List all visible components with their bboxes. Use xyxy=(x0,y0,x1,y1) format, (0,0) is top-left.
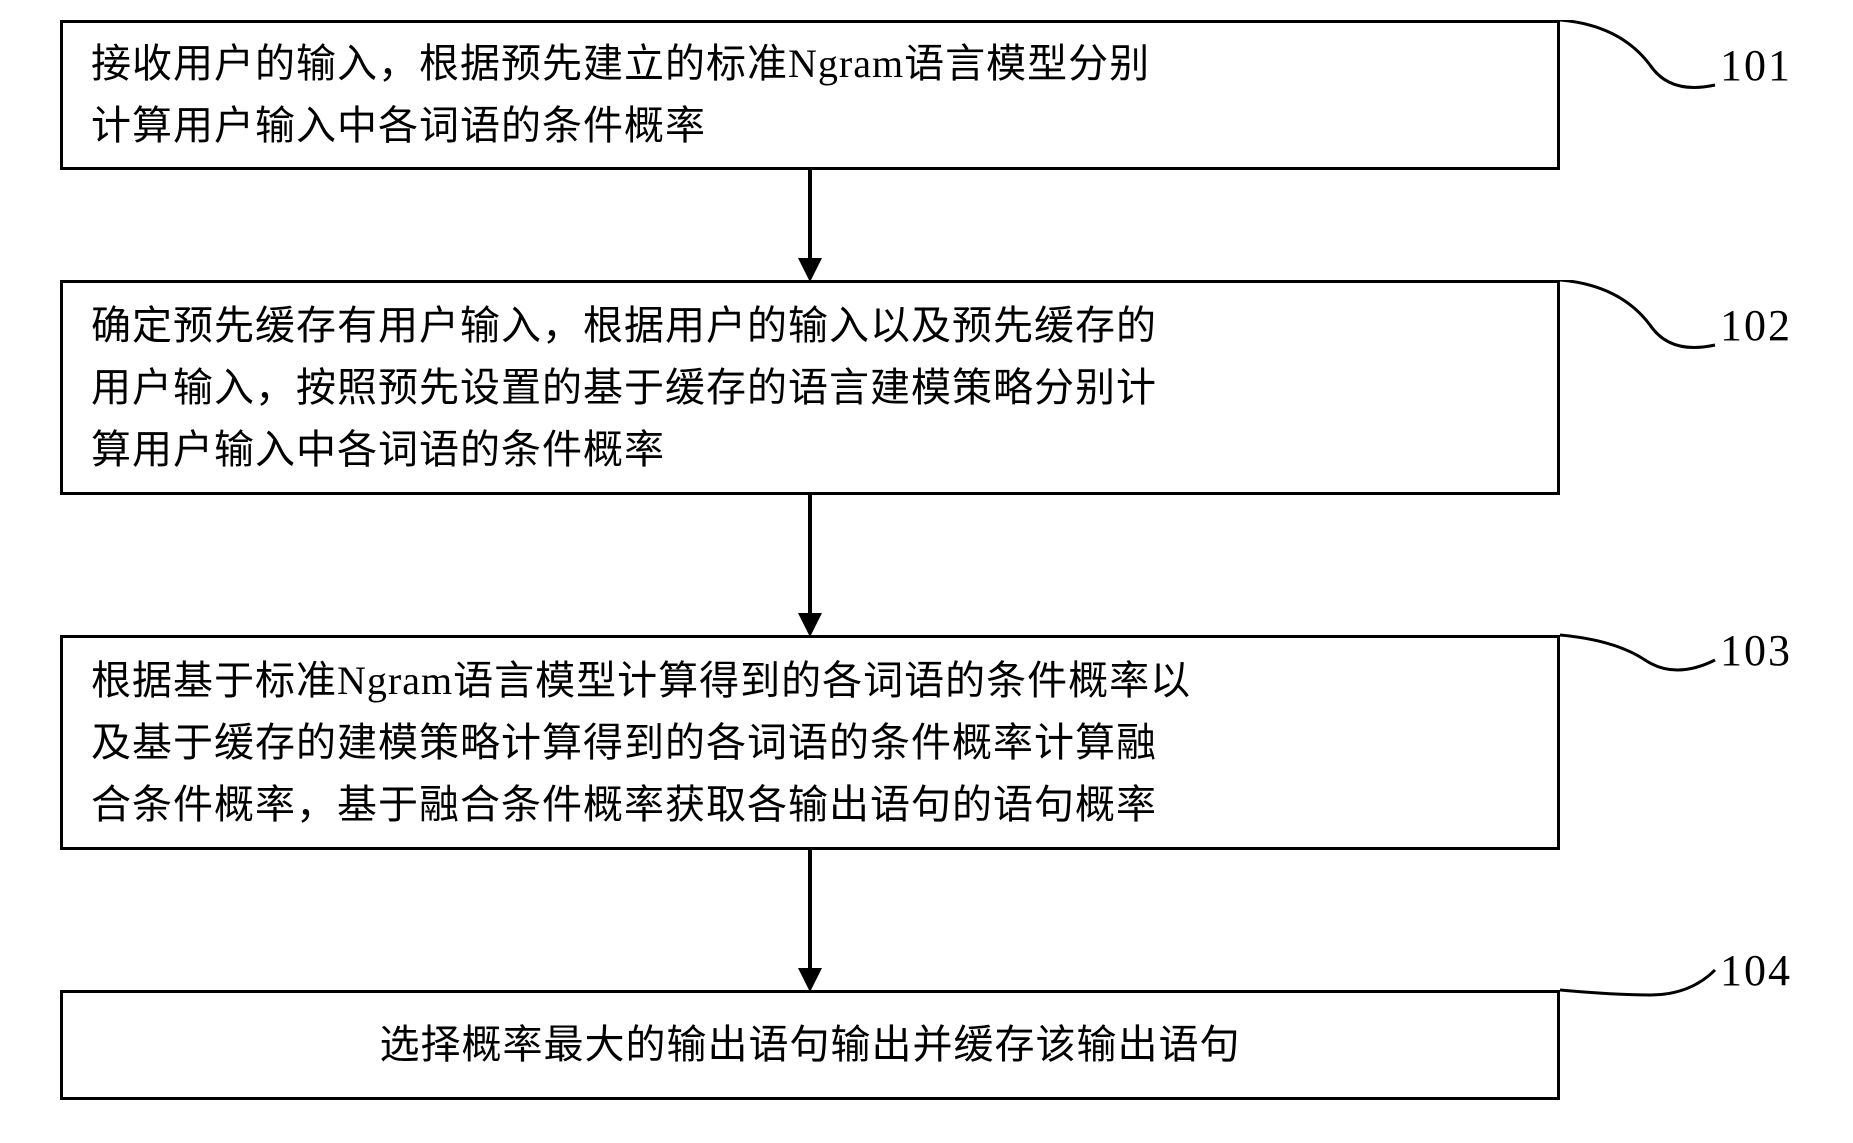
step-label-103: 103 xyxy=(1720,625,1792,676)
step-label-102: 102 xyxy=(1720,300,1792,351)
step-box-103: 根据基于标准Ngram语言模型计算得到的各词语的条件概率以 及基于缓存的建模策略… xyxy=(60,635,1560,850)
callout-104 xyxy=(1560,935,1720,1030)
arrow-101-102 xyxy=(795,170,825,282)
step-box-104: 选择概率最大的输出语句输出并缓存该输出语句 xyxy=(60,990,1560,1100)
step-text-104: 选择概率最大的输出语句输出并缓存该输出语句 xyxy=(380,1014,1241,1076)
callout-102 xyxy=(1560,280,1720,375)
callout-103 xyxy=(1560,600,1720,695)
flowchart-canvas: 接收用户的输入，根据预先建立的标准Ngram语言模型分别 计算用户输入中各词语的… xyxy=(0,0,1853,1143)
step-text-102: 确定预先缓存有用户输入，根据用户的输入以及预先缓存的 用户输入，按照预先设置的基… xyxy=(91,295,1157,481)
arrow-103-104 xyxy=(795,850,825,992)
step-label-104: 104 xyxy=(1720,945,1792,996)
step-text-103: 根据基于标准Ngram语言模型计算得到的各词语的条件概率以 及基于缓存的建模策略… xyxy=(91,650,1191,836)
step-box-102: 确定预先缓存有用户输入，根据用户的输入以及预先缓存的 用户输入，按照预先设置的基… xyxy=(60,280,1560,495)
step-label-101: 101 xyxy=(1720,40,1792,91)
callout-101 xyxy=(1560,20,1720,115)
step-box-101: 接收用户的输入，根据预先建立的标准Ngram语言模型分别 计算用户输入中各词语的… xyxy=(60,20,1560,170)
step-text-101: 接收用户的输入，根据预先建立的标准Ngram语言模型分别 计算用户输入中各词语的… xyxy=(91,33,1150,157)
arrow-102-103 xyxy=(795,495,825,637)
